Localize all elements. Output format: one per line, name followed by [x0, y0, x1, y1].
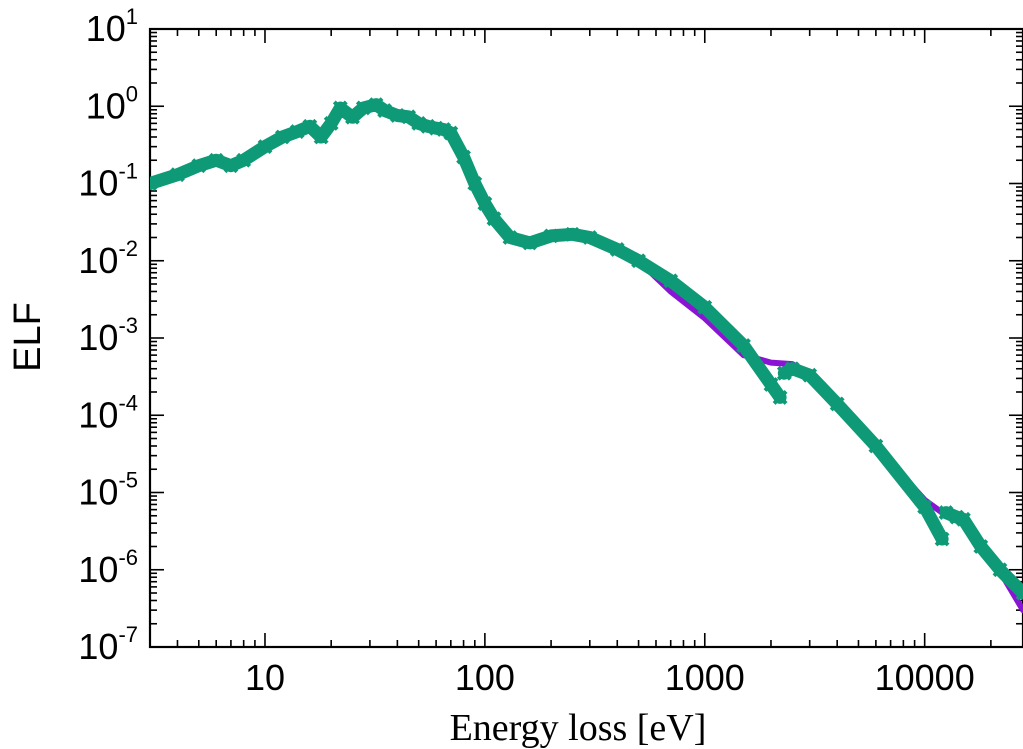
y-tick-base: 10: [78, 394, 118, 435]
data-point: [955, 511, 971, 527]
data-point: [355, 100, 371, 116]
data-point: [829, 396, 845, 412]
y-tick-exponent: -1: [118, 159, 138, 184]
data-point: [274, 129, 290, 145]
y-tick-base: 10: [78, 163, 118, 204]
data-point: [522, 235, 538, 251]
data-point: [150, 176, 158, 191]
data-point: [868, 438, 884, 454]
data-point: [564, 226, 580, 242]
data-point: [223, 158, 239, 174]
series-layer: [150, 97, 1023, 614]
data-point: [191, 158, 207, 174]
data-point: [697, 299, 713, 315]
data-point: [502, 230, 518, 245]
data-point: [456, 149, 471, 165]
data-point: [663, 273, 679, 289]
data-point: [543, 228, 559, 244]
data-point: [609, 242, 625, 257]
y-tick-base: 10: [86, 85, 126, 126]
y-axis-ticks: [150, 28, 1023, 648]
data-point: [323, 115, 339, 131]
data-point: [302, 118, 318, 134]
data-point: [313, 129, 329, 145]
plot-frame: [148, 27, 1023, 649]
series-line: [150, 103, 1023, 614]
y-tick-label: 10-6: [78, 545, 138, 590]
data-point: [917, 499, 933, 515]
data-point: [992, 562, 1008, 578]
series-line: [777, 362, 949, 546]
data-point: [467, 176, 483, 191]
data-point: [486, 211, 502, 227]
data-point: [389, 108, 405, 123]
data-point: [170, 167, 185, 183]
y-tick-base: 10: [78, 240, 118, 281]
y-tick-exponent: -5: [118, 468, 138, 493]
data-point: [938, 505, 954, 520]
series-1: [150, 103, 1023, 614]
series-2: [150, 97, 1023, 601]
data-point: [443, 125, 459, 141]
data-point: [401, 109, 417, 125]
data-point: [934, 531, 950, 547]
data-point: [289, 124, 305, 139]
y-tick-exponent: -2: [118, 236, 138, 261]
x-tick-label: 10: [245, 657, 285, 698]
data-point: [1015, 585, 1023, 601]
x-tick-label: 10000: [875, 657, 975, 698]
data-point: [236, 152, 252, 168]
x-axis-label: Energy loss [eV]: [450, 707, 707, 749]
x-axis-tick-labels: 10 100 1000 10000: [245, 657, 975, 698]
data-point: [582, 230, 598, 245]
y-tick-base: 10: [78, 317, 118, 358]
data-point: [802, 367, 818, 383]
y-tick-label: 10-2: [78, 236, 138, 281]
y-tick-exponent: -4: [118, 390, 138, 415]
y-tick-exponent: 0: [126, 81, 138, 106]
data-point: [784, 361, 800, 377]
y-tick-label: 10-4: [78, 390, 138, 435]
y-tick-exponent: -7: [118, 622, 138, 647]
y-tick-label: 10-7: [78, 622, 138, 667]
data-point: [411, 115, 427, 131]
y-tick-exponent: -6: [118, 545, 138, 570]
data-point: [763, 377, 779, 392]
data-point: [208, 152, 224, 168]
y-axis-label: ELF: [7, 302, 49, 372]
y-tick-exponent: 1: [126, 4, 138, 29]
y-tick-base: 10: [78, 472, 118, 513]
y-tick-label: 101: [86, 4, 138, 49]
x-tick-label: 1000: [665, 657, 745, 698]
y-tick-label: 10-1: [78, 159, 138, 204]
y-tick-base: 10: [86, 8, 126, 49]
data-point: [776, 365, 792, 381]
y-tick-label: 10-5: [78, 468, 138, 513]
x-axis-ticks: [149, 29, 992, 647]
data-point: [377, 103, 393, 118]
x-tick-label: 100: [455, 657, 515, 698]
y-tick-label: 100: [86, 81, 138, 126]
data-point: [736, 338, 751, 353]
data-point: [772, 390, 788, 405]
series-line: [150, 98, 787, 404]
data-point: [345, 109, 360, 125]
y-tick-base: 10: [78, 626, 118, 667]
data-point: [257, 139, 273, 155]
y-tick-base: 10: [78, 549, 118, 590]
y-tick-label: 10-3: [78, 313, 138, 358]
data-point: [332, 100, 348, 116]
y-tick-exponent: -3: [118, 313, 138, 338]
data-point: [973, 539, 989, 554]
data-point: [631, 253, 646, 269]
data-point: [477, 196, 493, 211]
